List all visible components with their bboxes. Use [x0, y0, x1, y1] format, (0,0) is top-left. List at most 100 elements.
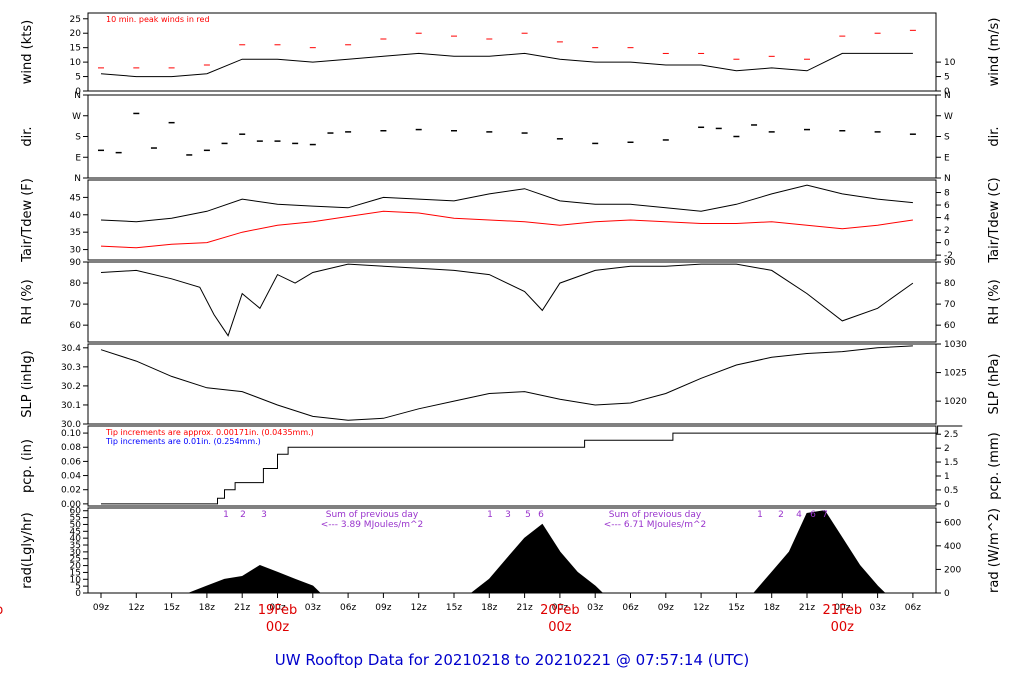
x-tick-label: 09z — [375, 603, 391, 613]
panel-frame — [87, 261, 937, 343]
left-tick-label: N — [74, 91, 81, 101]
right-tick-label: 1025 — [944, 369, 967, 379]
right-y-label: RH (%) — [987, 279, 1002, 324]
right-tick-label: 8 — [944, 189, 950, 199]
right-y-label: pcp. (mm) — [987, 432, 1002, 499]
left-y-label: RH (%) — [20, 279, 35, 324]
hour-label: 2 — [778, 510, 784, 520]
day-hour-label: 00z — [831, 620, 855, 635]
left-tick-label: 90 — [70, 258, 82, 268]
x-tick-label: 09z — [658, 603, 674, 613]
right-tick-label: 1 — [944, 472, 950, 482]
left-tick-label: 0.10 — [61, 429, 81, 439]
hour-label: 3 — [261, 510, 267, 520]
panel-frame — [87, 179, 937, 261]
x-tick-label: 00z — [834, 603, 850, 613]
left-tick-label: 25 — [70, 555, 81, 565]
left-tick-label: 15 — [70, 568, 81, 578]
series-rh — [100, 263, 914, 337]
hour-label: 4 — [796, 510, 802, 520]
right-y-label: Tair/Tdew (C) — [987, 177, 1002, 263]
panel-annotation: 10 min. peak winds in red — [106, 15, 210, 24]
x-tick-label: 00z — [552, 603, 568, 613]
left-tick-label: N — [74, 174, 81, 184]
left-tick-label: 30 — [70, 548, 82, 558]
right-tick-label: 60 — [944, 321, 956, 331]
left-tick-label: 0.06 — [61, 457, 81, 467]
day-label: 21Feb — [823, 603, 863, 618]
x-tick-label: 18z — [199, 603, 215, 613]
right-tick-label: 400 — [944, 542, 961, 552]
right-tick-label: 4 — [944, 214, 950, 224]
series-tdew — [100, 210, 913, 249]
day-label: eb — [0, 603, 3, 618]
left-tick-label: E — [75, 153, 81, 163]
left-tick-label: 20 — [70, 29, 82, 39]
left-tick-label: 50 — [70, 520, 82, 530]
panel-temp: 30 35 40 45 -2 0 2 4 6 8 Tair/Tdew (F) Tair/Tdew (C… — [20, 177, 1002, 263]
daily-sum-value: <--- 3.89 MJoules/m^2 — [321, 520, 423, 530]
right-tick-label: N — [944, 174, 951, 184]
day-hour-label: 00z — [548, 620, 572, 635]
hour-label: 2 — [240, 510, 246, 520]
series-wind-speed — [100, 52, 913, 78]
left-tick-label: 5 — [75, 73, 81, 83]
right-tick-label: 2.5 — [944, 430, 958, 440]
left-tick-label: 0.04 — [61, 472, 81, 482]
right-tick-label: 70 — [944, 300, 956, 310]
tip-note-red: Tip increments are approx. 0.00171in. (0… — [105, 428, 314, 437]
x-axis: 09z 12z 15z 18z 21z 00z 03z 06z 09z 12z 15z 18z 21z 0… — [0, 593, 921, 635]
left-tick-label: 30.1 — [61, 401, 81, 411]
right-tick-label: W — [944, 112, 953, 122]
right-tick-label: 0 — [944, 589, 950, 599]
right-tick-label: 10 — [944, 58, 956, 68]
series-radiation — [189, 510, 886, 594]
left-tick-label: 40 — [70, 534, 82, 544]
right-tick-label: 1020 — [944, 397, 967, 407]
hour-label: 7 — [822, 510, 828, 520]
hour-label: 1 — [223, 510, 229, 520]
panel-frame — [87, 425, 937, 507]
x-tick-label: 21z — [799, 603, 815, 613]
left-y-label: dir. — [20, 126, 35, 146]
left-tick-label: 0 — [75, 589, 81, 599]
day-label: 19Feb — [258, 603, 298, 618]
right-tick-label: 2 — [944, 226, 950, 236]
left-tick-label: 45 — [70, 527, 81, 537]
x-tick-label: 12z — [128, 603, 144, 613]
right-y-label: rad (W/m^2) — [987, 508, 1002, 593]
left-tick-label: 15 — [70, 44, 81, 54]
left-tick-label: W — [72, 112, 81, 122]
left-tick-label: 30.4 — [61, 344, 81, 354]
right-tick-label: 1.5 — [944, 458, 958, 468]
left-tick-label: 55 — [70, 514, 81, 524]
right-tick-label: 2 — [944, 444, 950, 454]
left-tick-label: 0.08 — [61, 443, 81, 453]
x-tick-label: 12z — [693, 603, 709, 613]
x-tick-label: 18z — [764, 603, 780, 613]
panel-frame — [87, 12, 937, 92]
left-tick-label: S — [75, 133, 81, 143]
left-tick-label: 30.2 — [61, 382, 81, 392]
left-y-label: SLP (inHg) — [20, 350, 35, 418]
day-label: 20Feb — [540, 603, 580, 618]
x-tick-label: 06z — [905, 603, 921, 613]
right-tick-label: 600 — [944, 518, 961, 528]
x-tick-label: 21z — [234, 603, 250, 613]
series-precipitation — [101, 425, 963, 505]
right-tick-label: 0.5 — [944, 486, 958, 496]
left-tick-label: 70 — [70, 300, 82, 310]
right-y-label: wind (m/s) — [987, 18, 1002, 87]
left-y-label: rad(Lgly/hr) — [20, 512, 35, 588]
left-tick-label: 20 — [70, 562, 82, 572]
x-tick-label: 15z — [164, 603, 180, 613]
x-tick-label: 15z — [728, 603, 744, 613]
x-tick-label: 18z — [481, 603, 497, 613]
x-tick-label: 03z — [587, 603, 603, 613]
right-tick-label: S — [944, 133, 950, 143]
daily-sum-title: Sum of previous day — [609, 510, 702, 520]
left-tick-label: 60 — [70, 507, 82, 517]
daily-sum-value: <--- 6.71 MJoules/m^2 — [604, 520, 706, 530]
